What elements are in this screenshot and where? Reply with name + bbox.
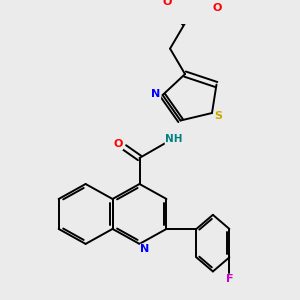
Text: O: O (162, 0, 172, 7)
Text: N: N (152, 88, 160, 99)
Text: O: O (212, 3, 222, 13)
Text: NH: NH (165, 134, 183, 144)
Text: F: F (226, 274, 233, 284)
Text: S: S (214, 111, 223, 121)
Text: N: N (140, 244, 149, 254)
Text: O: O (113, 140, 123, 149)
